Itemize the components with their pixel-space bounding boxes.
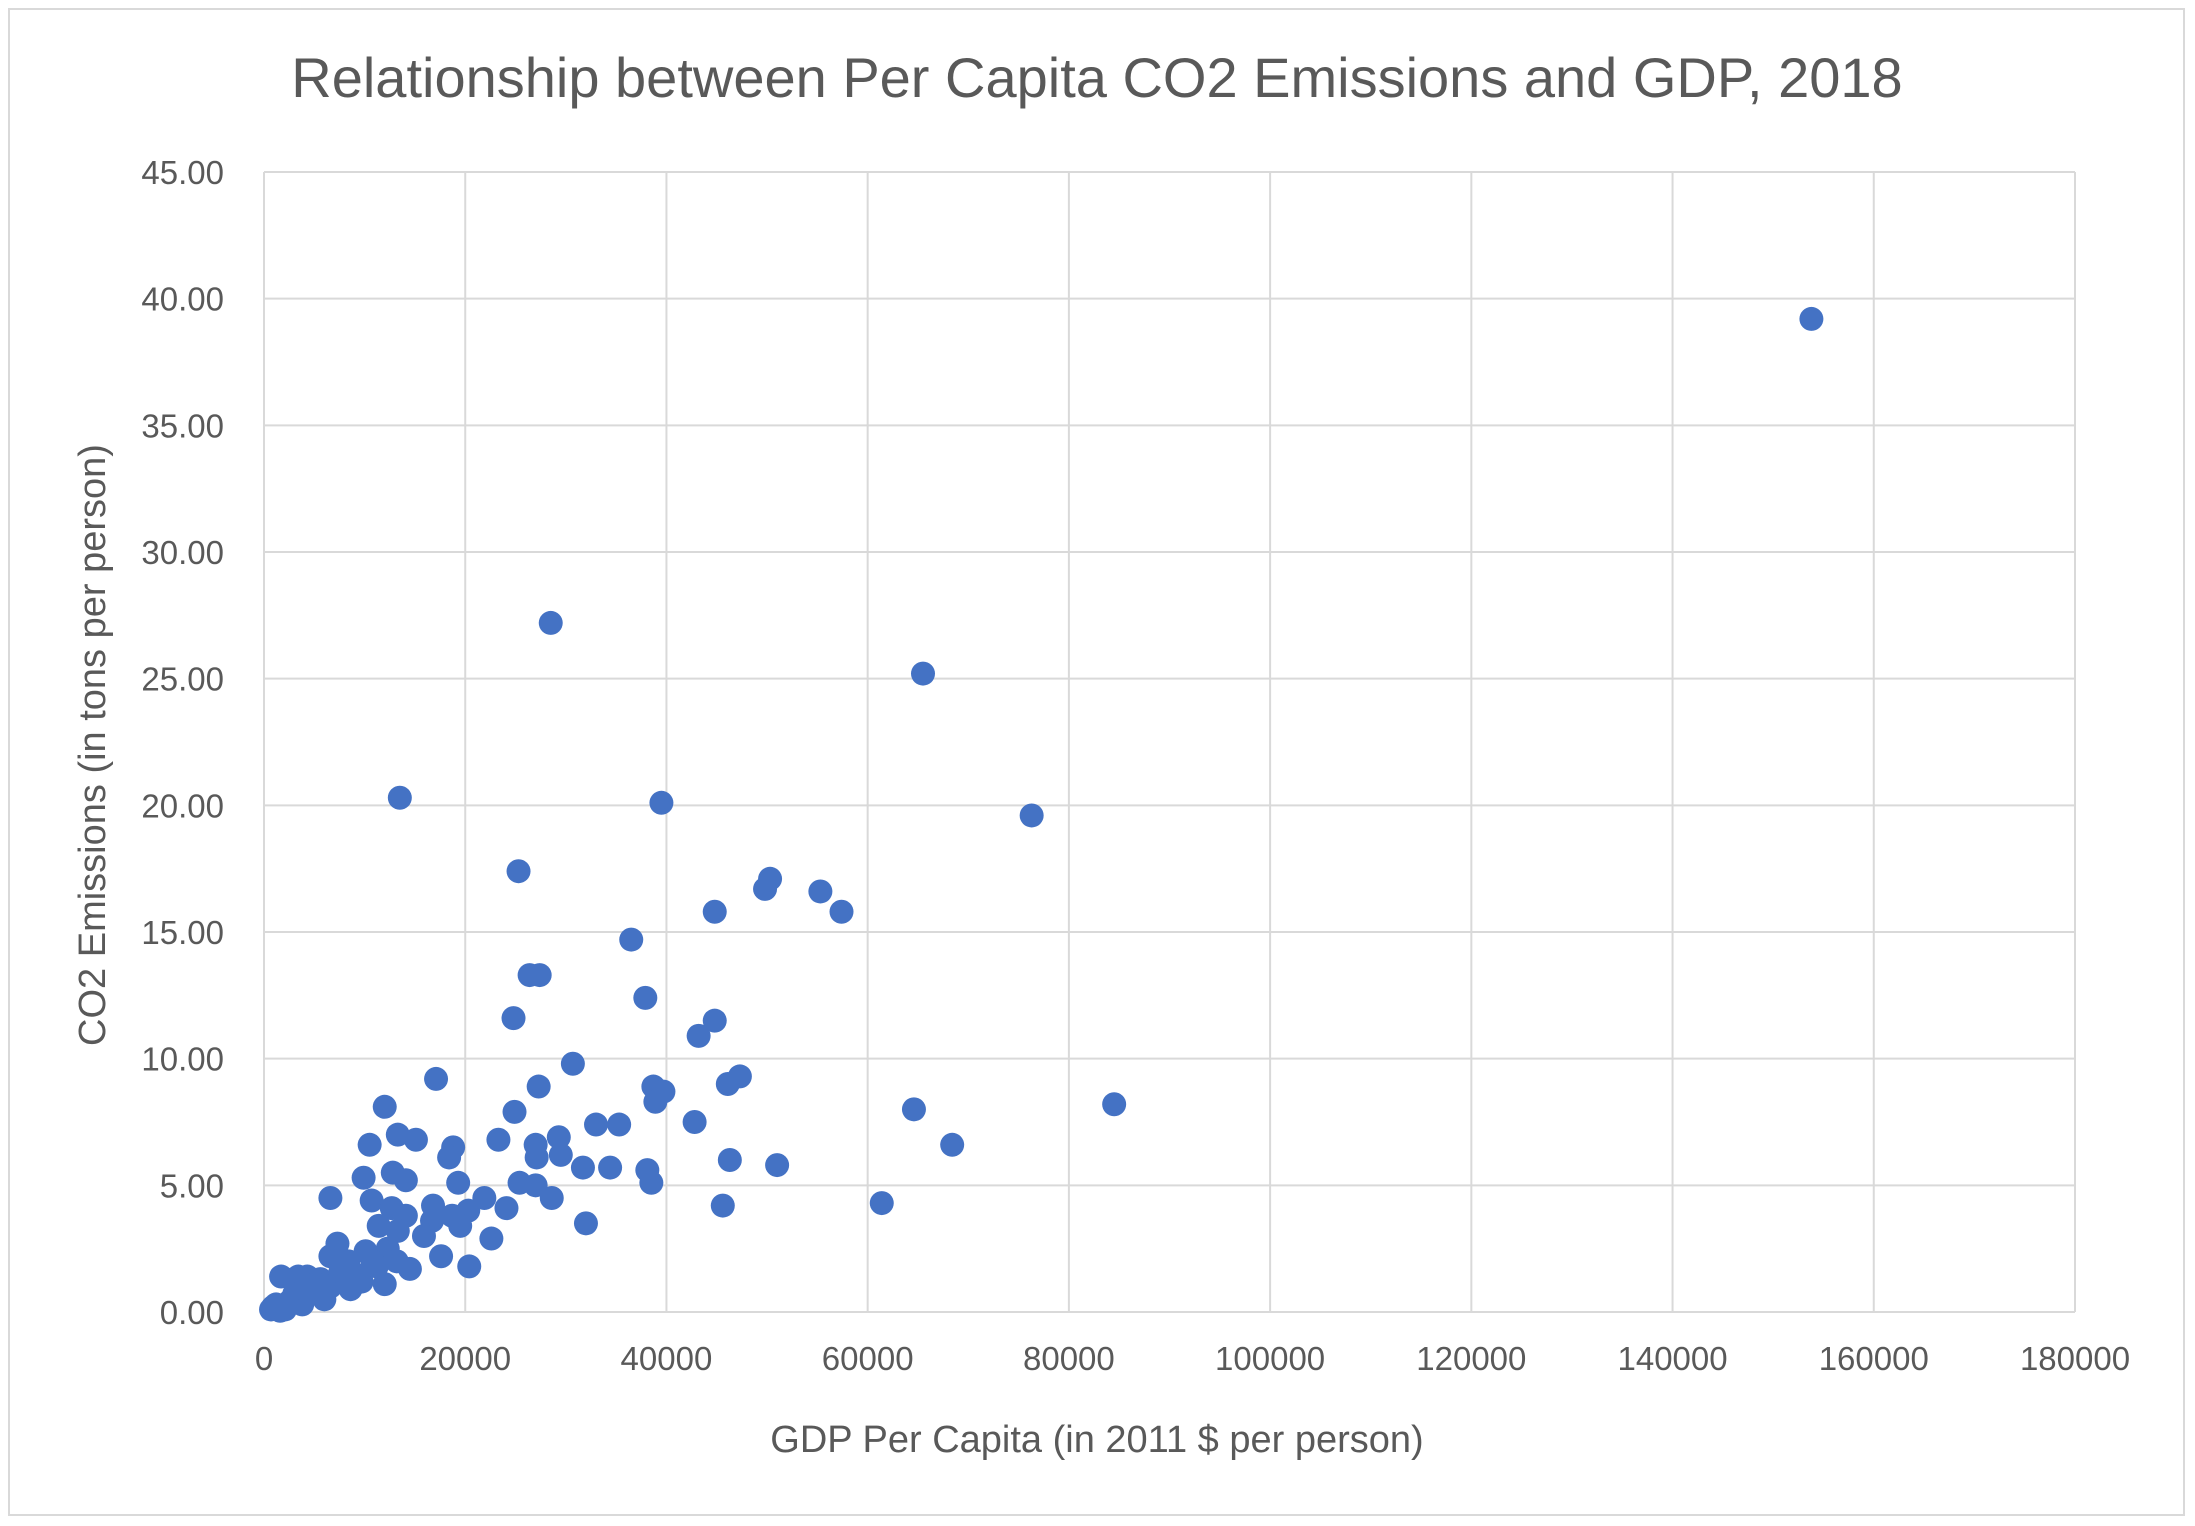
data-point — [387, 785, 412, 810]
data-point — [524, 1145, 549, 1170]
y-tick-label: 30.00 — [141, 534, 224, 571]
data-point — [366, 1213, 391, 1238]
data-point — [633, 985, 658, 1010]
data-point — [1102, 1092, 1127, 1117]
data-point — [717, 1148, 742, 1172]
data-point — [1019, 803, 1044, 828]
data-point — [411, 1224, 436, 1248]
data-point — [643, 1089, 668, 1114]
data-point — [446, 1170, 471, 1195]
data-point — [538, 610, 563, 635]
data-point — [292, 1277, 317, 1302]
data-point — [686, 1023, 711, 1048]
data-point — [911, 661, 936, 686]
data-point — [393, 1168, 418, 1193]
data-point — [560, 1051, 585, 1076]
data-point — [486, 1127, 511, 1152]
data-point — [639, 1170, 664, 1195]
x-tick-label: 40000 — [621, 1340, 713, 1377]
data-point — [353, 1239, 378, 1264]
y-tick-label: 40.00 — [141, 281, 224, 318]
data-point — [598, 1155, 623, 1180]
data-point — [501, 1006, 526, 1031]
y-tick-labels: 0.00 5.00 10.00 15.00 20.00 25.00 30.00 35.00 40… — [141, 154, 224, 1331]
data-point — [403, 1127, 428, 1152]
data-point — [385, 1122, 410, 1147]
grid-layer — [263, 171, 2076, 1313]
data-point — [619, 927, 644, 952]
y-tick-label: 5.00 — [160, 1167, 224, 1204]
data-point — [359, 1188, 384, 1213]
x-tick-label: 60000 — [822, 1340, 914, 1377]
data-point — [702, 899, 727, 924]
data-point — [351, 1165, 376, 1190]
data-point — [479, 1226, 504, 1251]
data-point — [494, 1196, 519, 1221]
data-point — [448, 1213, 473, 1238]
x-tick-labels: 0 20000 40000 60000 80000 100000 120000 140000 1… — [255, 1340, 2130, 1377]
x-tick-label: 20000 — [419, 1340, 511, 1377]
data-point — [546, 1125, 571, 1150]
y-tick-label: 45.00 — [141, 154, 224, 191]
x-tick-label: 180000 — [2020, 1340, 2130, 1377]
data-point — [385, 1218, 410, 1243]
data-point — [808, 879, 833, 904]
data-point — [269, 1264, 294, 1289]
data-point — [527, 963, 552, 988]
chart-title: Relationship between Per Capita CO2 Emis… — [291, 46, 1902, 109]
data-point — [506, 859, 531, 884]
x-tick-label: 100000 — [1215, 1340, 1325, 1377]
y-axis-title: CO2 Emissions (in tons per person) — [72, 444, 114, 1046]
data-point — [397, 1256, 422, 1281]
data-point — [584, 1112, 609, 1137]
x-tick-label: 140000 — [1617, 1340, 1727, 1377]
x-tick-label: 120000 — [1416, 1340, 1526, 1377]
data-point — [765, 1153, 790, 1178]
data-point — [523, 1173, 548, 1198]
data-point — [548, 1142, 573, 1167]
y-tick-label: 10.00 — [141, 1041, 224, 1078]
data-point — [539, 1186, 564, 1210]
data-point — [268, 1298, 293, 1323]
y-tick-label: 0.00 — [160, 1294, 224, 1331]
data-point — [472, 1186, 497, 1210]
data-point — [573, 1211, 598, 1236]
data-point — [940, 1132, 965, 1157]
data-points — [259, 306, 1824, 1323]
data-point — [710, 1193, 735, 1218]
y-tick-label: 15.00 — [141, 914, 224, 951]
data-point — [424, 1066, 449, 1091]
data-point — [607, 1112, 632, 1137]
data-point — [682, 1110, 707, 1134]
y-tick-label: 20.00 — [141, 787, 224, 824]
data-point — [526, 1074, 551, 1099]
data-point — [429, 1244, 454, 1269]
data-point — [357, 1132, 382, 1157]
data-point — [318, 1186, 343, 1210]
data-point — [570, 1155, 595, 1180]
data-point — [649, 790, 674, 815]
x-tick-label: 0 — [255, 1340, 273, 1377]
data-point — [338, 1277, 363, 1302]
data-point — [1799, 306, 1824, 331]
x-tick-label: 160000 — [1819, 1340, 1929, 1377]
data-point — [869, 1191, 894, 1216]
data-point — [702, 1008, 727, 1033]
data-point — [829, 899, 854, 924]
data-point — [753, 876, 778, 901]
data-point — [715, 1072, 740, 1096]
x-tick-label: 80000 — [1023, 1340, 1115, 1377]
y-tick-label: 25.00 — [141, 661, 224, 698]
data-point — [901, 1097, 926, 1122]
data-point — [328, 1259, 353, 1284]
data-point — [372, 1094, 397, 1119]
data-point — [437, 1145, 462, 1170]
x-axis-title: GDP Per Capita (in 2011 $ per person) — [770, 1419, 1423, 1461]
data-point — [457, 1254, 482, 1279]
y-tick-label: 35.00 — [141, 407, 224, 444]
data-point — [502, 1099, 527, 1124]
